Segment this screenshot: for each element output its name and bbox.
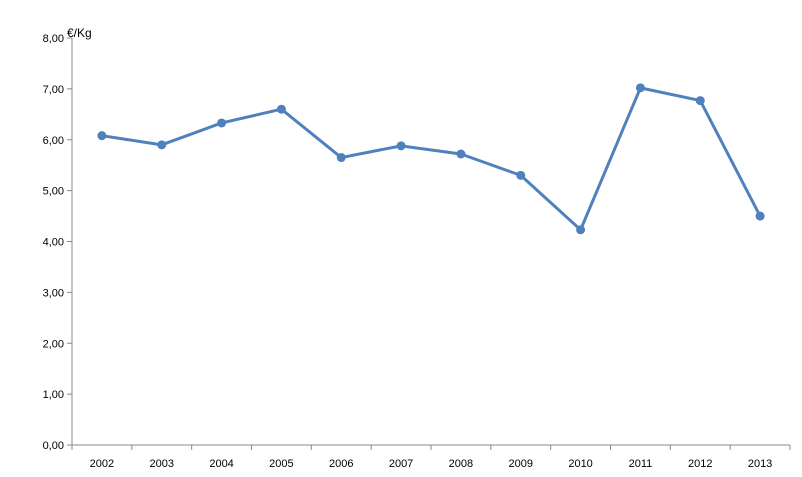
- x-tick-label: 2011: [629, 458, 653, 470]
- data-point: [456, 149, 466, 159]
- data-point: [336, 153, 346, 163]
- y-tick-label: 3,00: [43, 287, 64, 299]
- x-tick-label: 2012: [688, 458, 712, 470]
- y-tick-label: 2,00: [43, 338, 64, 350]
- x-tick-label: 2003: [150, 458, 174, 470]
- data-point: [217, 118, 227, 128]
- x-tick-label: 2005: [269, 458, 293, 470]
- data-point: [396, 141, 406, 151]
- series: [97, 83, 765, 235]
- data-point: [97, 131, 107, 141]
- x-tick-label: 2010: [568, 458, 592, 470]
- data-point: [516, 170, 526, 180]
- y-tick-label: 7,00: [43, 84, 64, 96]
- y-tick-label: 5,00: [43, 186, 64, 198]
- y-tick-label: 1,00: [43, 389, 64, 401]
- y-tick-label: 0,00: [43, 440, 64, 452]
- x-tick-label: 2013: [748, 458, 772, 470]
- data-point: [755, 211, 765, 221]
- y-tick-label: 8,00: [43, 33, 64, 45]
- y-tick-label: 6,00: [43, 135, 64, 147]
- y-tick-label: 4,00: [43, 237, 64, 249]
- data-point: [695, 96, 705, 106]
- data-point: [276, 104, 286, 114]
- x-tick-labels: 2002 2003 2004 2005 2006 2007 2008 2009 2010 2011…: [90, 458, 773, 470]
- x-tick-label: 2007: [389, 458, 413, 470]
- x-tick-label: 2004: [209, 458, 233, 470]
- x-tick-label: 2008: [449, 458, 473, 470]
- y-tick-labels: 0,00 1,00 2,00 3,00 4,00 5,00 6,00 7,00 8,00: [43, 33, 64, 452]
- x-tick-label: 2006: [329, 458, 353, 470]
- y-unit-label: €/Kg: [67, 26, 92, 40]
- axes: [67, 37, 791, 450]
- data-point: [635, 83, 645, 93]
- x-tick-label: 2009: [509, 458, 533, 470]
- data-point: [576, 225, 586, 235]
- data-point: [157, 140, 167, 150]
- x-tick-label: 2002: [90, 458, 114, 470]
- series-line: [101, 86, 762, 232]
